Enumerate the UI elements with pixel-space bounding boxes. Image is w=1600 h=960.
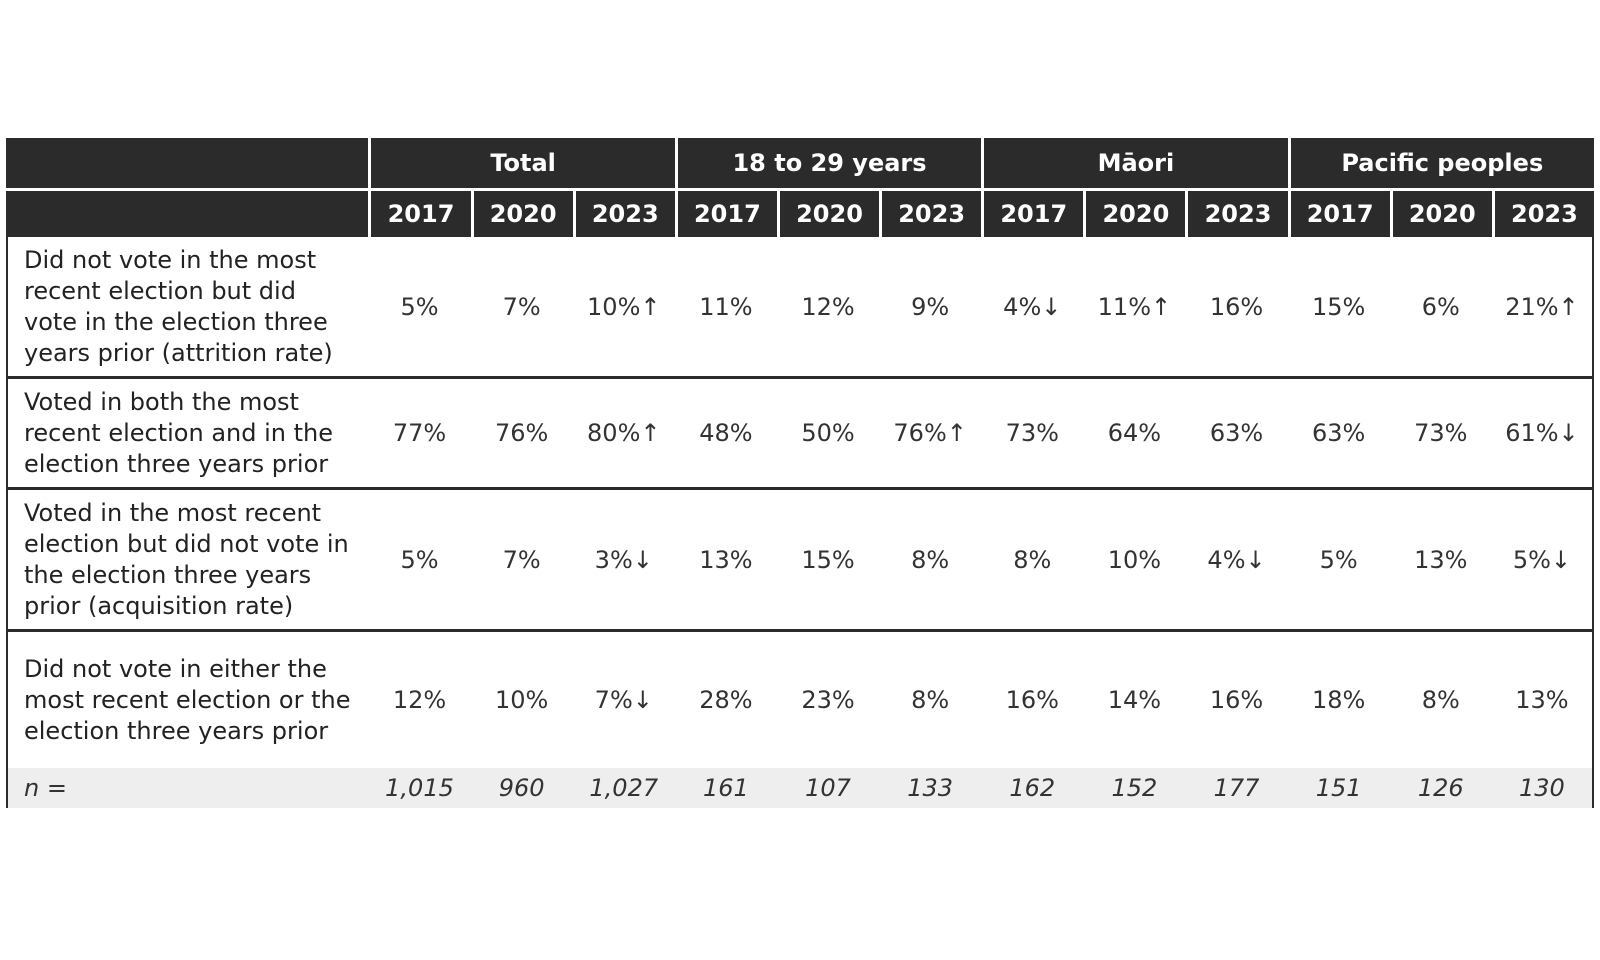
group-header-maori: Māori — [981, 138, 1288, 191]
table-row-did-not-vote-either: Did not vote in either the most recent e… — [6, 632, 1594, 768]
year-header: 2020 — [470, 191, 573, 237]
year-header: 2017 — [368, 191, 471, 237]
table-cell: 16% — [1185, 237, 1288, 379]
year-header-row: 2017 2020 2023 2017 2020 2023 2017 2020 … — [6, 191, 1594, 237]
voting-table-container: Total 18 to 29 years Māori Pacific peopl… — [6, 138, 1594, 808]
year-header: 2023 — [572, 191, 675, 237]
table-cell: 23% — [801, 686, 855, 714]
table-cell: 15% — [1287, 237, 1390, 379]
table-cell: 80%↑ — [572, 379, 675, 490]
sample-size-cell: 107 — [776, 768, 880, 808]
table-cell: 48% — [674, 379, 777, 490]
table-cell: 50% — [776, 379, 880, 490]
table-cell: 12% — [392, 686, 447, 714]
table-cell: 63% — [1185, 379, 1288, 490]
table-cell: 18% — [1311, 686, 1366, 714]
year-header: 2017 — [1287, 191, 1390, 237]
corner-header-cell-2 — [6, 191, 369, 237]
table-cell: 3%↓ — [572, 490, 675, 632]
table-cell: 5%↓ — [1491, 490, 1594, 632]
group-header-row: Total 18 to 29 years Māori Pacific peopl… — [6, 138, 1594, 191]
table-cell: 14% — [1107, 686, 1162, 714]
table-cell: 4%↓ — [1185, 490, 1288, 632]
table-cell: 28% — [699, 686, 753, 714]
sample-size-cell: 1,015 — [368, 768, 471, 808]
row-label: Did not vote in either the most recent e… — [6, 632, 368, 768]
table-cell: 8% — [1421, 686, 1460, 714]
table-cell: 5% — [368, 490, 471, 632]
year-header: 2023 — [879, 191, 982, 237]
table-cell: 13% — [674, 490, 777, 632]
sample-size-cell: 1,027 — [572, 768, 675, 808]
table-cell: 64% — [1083, 379, 1186, 490]
year-header: 2017 — [981, 191, 1084, 237]
table-cell: 15% — [776, 490, 880, 632]
row-label: Did not vote in the most recent election… — [6, 237, 369, 379]
year-header: 2020 — [776, 191, 880, 237]
sample-size-cell: 126 — [1389, 768, 1492, 808]
table-cell: 76%↑ — [879, 379, 982, 490]
table-cell: 16% — [1005, 686, 1059, 714]
table-cell: 10% — [1083, 490, 1186, 632]
table-cell: 8% — [879, 490, 982, 632]
table-cell: 16% — [1209, 686, 1264, 714]
table-row-acquisition: Voted in the most recent election but di… — [6, 490, 1594, 632]
sample-size-cell: 960 — [470, 768, 573, 808]
table-cell: 10% — [494, 686, 549, 714]
group-header-18-to-29: 18 to 29 years — [674, 138, 982, 191]
sample-size-cell: 152 — [1083, 768, 1186, 808]
year-header: 2020 — [1389, 191, 1492, 237]
voting-pattern-table: Total 18 to 29 years Māori Pacific peopl… — [6, 138, 1594, 808]
table-cell: 8% — [911, 686, 950, 714]
group-header-pacific: Pacific peoples — [1287, 138, 1594, 191]
sample-size-cell: 133 — [879, 768, 982, 808]
table-cell: 7% — [470, 237, 573, 379]
table-cell: 12% — [776, 237, 880, 379]
table-cell: 8% — [981, 490, 1084, 632]
table-cell: 21%↑ — [1491, 237, 1594, 379]
table-cell: 6% — [1389, 237, 1492, 379]
sample-size-label: n = — [6, 768, 369, 808]
group-header-total: Total — [368, 138, 675, 191]
table-cell: 63% — [1287, 379, 1390, 490]
table-cell: 7% — [470, 490, 573, 632]
table-cell: 61%↓ — [1491, 379, 1594, 490]
sample-size-cell: 161 — [674, 768, 777, 808]
year-header: 2023 — [1185, 191, 1288, 237]
table-cell: 13% — [1492, 632, 1594, 768]
sample-size-row: n = 1,015 960 1,027 161 107 133 162 152 … — [6, 768, 1594, 808]
sample-size-cell: 162 — [981, 768, 1084, 808]
year-header: 2020 — [1083, 191, 1186, 237]
row-label: Voted in both the most recent election a… — [6, 379, 369, 490]
table-cell: 10%↑ — [572, 237, 675, 379]
table-cell: 11%↑ — [1083, 237, 1186, 379]
table-row-voted-both: Voted in both the most recent election a… — [6, 379, 1594, 490]
table-cell: 13% — [1389, 490, 1492, 632]
table-cell: 73% — [1389, 379, 1492, 490]
sample-size-cell: 177 — [1185, 768, 1288, 808]
table-cell: 73% — [981, 379, 1084, 490]
row-label: Voted in the most recent election but di… — [6, 490, 369, 632]
table-cell: 7%↓ — [594, 686, 653, 714]
table-cell: 5% — [1287, 490, 1390, 632]
table-cell: 9% — [879, 237, 982, 379]
sample-size-cell: 151 — [1287, 768, 1390, 808]
sample-size-cell: 130 — [1491, 768, 1594, 808]
year-header: 2023 — [1491, 191, 1594, 237]
table-cell: 5% — [368, 237, 471, 379]
corner-header-cell — [6, 138, 369, 191]
table-cell: 76% — [470, 379, 573, 490]
table-cell: 4%↓ — [981, 237, 1084, 379]
year-header: 2017 — [674, 191, 777, 237]
table-cell: 77% — [368, 379, 471, 490]
table-cell: 11% — [674, 237, 777, 379]
table-row-attrition: Did not vote in the most recent election… — [6, 237, 1594, 379]
